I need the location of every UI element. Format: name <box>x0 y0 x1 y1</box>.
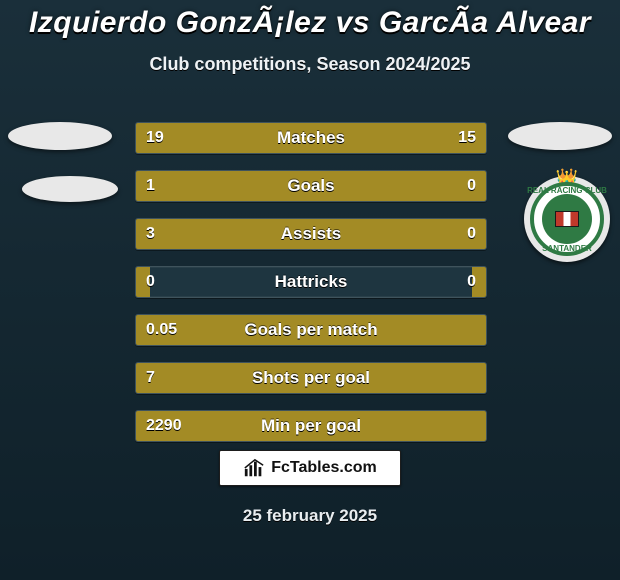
crest-flag-icon <box>555 211 579 227</box>
bar-fill-left <box>136 363 486 393</box>
stat-row: 2290Min per goal <box>135 410 487 442</box>
stat-row: 00Hattricks <box>135 266 487 298</box>
stat-row: 1915Matches <box>135 122 487 154</box>
stat-row: 30Assists <box>135 218 487 250</box>
stat-row: 0.05Goals per match <box>135 314 487 346</box>
source-logo-plate: FcTables.com <box>219 450 401 486</box>
main-title: Izquierdo GonzÃ¡lez vs GarcÃa Alvear <box>0 6 620 40</box>
stat-row: 7Shots per goal <box>135 362 487 394</box>
bar-fill-left <box>136 219 409 249</box>
bar-fill-right <box>332 123 486 153</box>
bar-fill-right <box>402 171 486 201</box>
bar-fill-left <box>136 171 402 201</box>
footer-date: 25 february 2025 <box>0 506 620 526</box>
player-left-placeholder-icon <box>8 122 112 150</box>
bar-fill-right <box>472 267 486 297</box>
bar-fill-left <box>136 123 332 153</box>
bar-fill-left <box>136 267 150 297</box>
bar-fill-right <box>409 219 486 249</box>
player-right-placeholder-icon <box>508 122 612 150</box>
comparison-bars: 1915Matches 10Goals 30Assists 00Hattricks 0.… <box>135 122 485 458</box>
comparison-panel: Izquierdo GonzÃ¡lez vs GarcÃa Alvear Clu… <box>0 0 620 580</box>
bars-logo-icon <box>243 457 265 479</box>
source-logo-text: FcTables.com <box>271 459 377 477</box>
bar-fill-left <box>136 315 486 345</box>
stat-row: 10Goals <box>135 170 487 202</box>
club-right-crest-icon: 👑 REAL RACING CLUB SANTANDER <box>524 176 610 262</box>
subtitle: Club competitions, Season 2024/2025 <box>0 54 620 75</box>
stat-label: Hattricks <box>136 267 486 297</box>
club-left-placeholder-icon <box>22 176 118 202</box>
crest-bottom-text: SANTANDER <box>524 244 610 253</box>
bar-fill-left <box>136 411 486 441</box>
